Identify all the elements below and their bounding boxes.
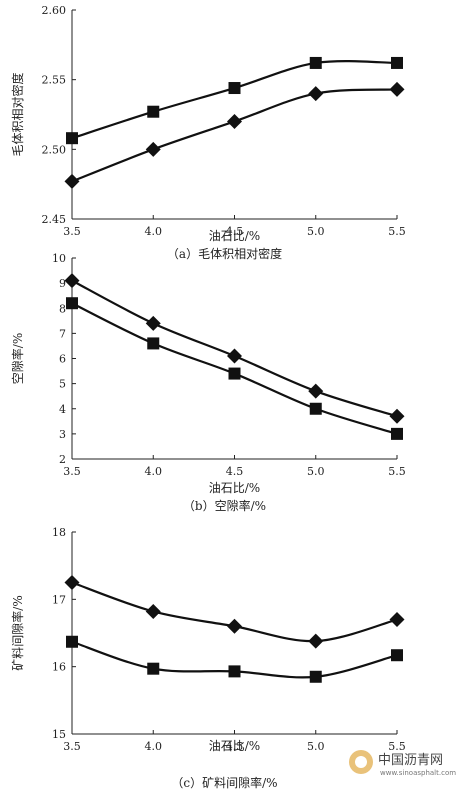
- y-tick-label: 5: [59, 378, 66, 391]
- series-line-diamond: [71, 279, 398, 418]
- data-point-diamond: [145, 315, 161, 331]
- x-tick-label: 5.0: [307, 740, 325, 753]
- y-tick-label: 16: [52, 661, 66, 674]
- y-tick-label: 4: [59, 403, 66, 416]
- data-point-square: [309, 670, 322, 683]
- y-axis-label: 矿料间隙率/%: [10, 595, 25, 670]
- data-point-diamond: [389, 408, 405, 424]
- data-point-square: [391, 427, 403, 440]
- y-tick-label: 6: [59, 353, 66, 366]
- data-point-square: [66, 132, 78, 145]
- data-point-diamond: [308, 86, 324, 102]
- data-point-square: [228, 82, 241, 95]
- data-point-square: [309, 56, 322, 69]
- x-tick-label: 4.5: [226, 740, 244, 753]
- x-tick-label: 5.5: [388, 225, 406, 238]
- watermark-url: www.sinoasphalt.com: [380, 769, 456, 777]
- data-point-diamond: [64, 575, 80, 590]
- chart-panel-2: 3.5 4.0 4.5 5.0 5.5 2 3 4 5 6 7 8 9 10 空隙率/% 油石比/% （b）空隙…: [10, 252, 406, 513]
- y-tick-label: 17: [52, 593, 66, 606]
- data-point-diamond: [64, 273, 80, 289]
- data-point-square: [391, 649, 403, 662]
- y-tick-label: 2: [59, 453, 66, 466]
- x-tick-label: 4.0: [145, 465, 163, 478]
- y-tick-label: 18: [52, 526, 66, 539]
- y-tick-label: 10: [52, 252, 66, 265]
- data-point-diamond: [145, 141, 161, 157]
- y-tick-label: 2.55: [42, 74, 67, 87]
- x-tick-label: 4.5: [226, 225, 244, 238]
- chart-panel-1: 3.5 4.0 4.5 5.0 5.5 2.45 2.50 2.55 2.60 毛体积相对密度油石…: [10, 4, 406, 261]
- chart-panels: 3.5 4.0 4.5 5.0 5.5 2.45 2.50 2.55 2.60 毛体积相对密度油石…: [10, 4, 406, 790]
- x-tick-label: 5.5: [388, 465, 406, 478]
- panel-caption: （b）空隙率/%: [183, 498, 266, 513]
- y-tick-label: 2.50: [42, 143, 67, 156]
- data-point-diamond: [389, 81, 405, 97]
- x-axis-label: 油石比/%: [209, 481, 260, 495]
- y-tick-label: 3: [59, 428, 66, 441]
- data-point-diamond: [145, 603, 161, 619]
- panel-caption: （a）毛体积相对密度: [167, 246, 282, 261]
- x-tick-label: 3.5: [63, 740, 81, 753]
- y-tick-label: 2.45: [42, 213, 67, 226]
- x-tick-label: 5.0: [307, 465, 325, 478]
- watermark-text: 中国沥青网: [378, 753, 443, 768]
- y-tick-label: 8: [59, 302, 66, 315]
- watermark-logo-inner: [355, 756, 367, 768]
- x-tick-label: 3.5: [63, 225, 81, 238]
- y-tick-label: 7: [59, 327, 66, 340]
- x-tick-label: 5.0: [307, 225, 325, 238]
- panel-caption: （c）矿料间隙率/%: [171, 775, 277, 790]
- data-point-square: [228, 367, 241, 380]
- data-point-square: [147, 337, 160, 350]
- watermark: 中国沥青网 www.sinoasphalt.com: [349, 750, 456, 777]
- x-tick-label: 4.5: [226, 465, 244, 478]
- y-tick-label: 15: [52, 728, 66, 741]
- data-point-diamond: [64, 173, 80, 189]
- chart-panel-3: 3.5 4.0 4.5 5.0 5.5 15 16 17 18 矿料间隙率/% 油石比/% （c）矿料…: [10, 526, 406, 790]
- data-point-diamond: [227, 348, 242, 364]
- x-axis-label: 油石比/%: [209, 229, 260, 243]
- data-point-diamond: [389, 612, 405, 628]
- data-point-square: [147, 662, 160, 675]
- data-point-square: [66, 297, 78, 310]
- y-axis-label: 空隙率/%: [10, 333, 25, 384]
- data-point-square: [309, 402, 322, 415]
- data-point-diamond: [227, 618, 242, 634]
- y-tick-label: 2.60: [42, 4, 67, 17]
- x-axis-label: 油石比/%: [209, 739, 260, 753]
- data-point-diamond: [227, 113, 242, 129]
- data-point-square: [66, 635, 78, 648]
- x-tick-label: 4.0: [145, 225, 163, 238]
- data-point-diamond: [308, 383, 324, 399]
- y-axis-label: 毛体积相对密度: [10, 72, 25, 156]
- data-point-square: [228, 665, 241, 678]
- data-point-square: [147, 105, 160, 118]
- y-tick-label: 9: [59, 277, 66, 290]
- x-tick-label: 3.5: [63, 465, 81, 478]
- series-line-diamond: [71, 88, 398, 183]
- data-point-diamond: [308, 633, 324, 649]
- x-tick-label: 5.5: [388, 740, 406, 753]
- x-tick-label: 4.0: [145, 740, 163, 753]
- data-point-square: [391, 56, 403, 69]
